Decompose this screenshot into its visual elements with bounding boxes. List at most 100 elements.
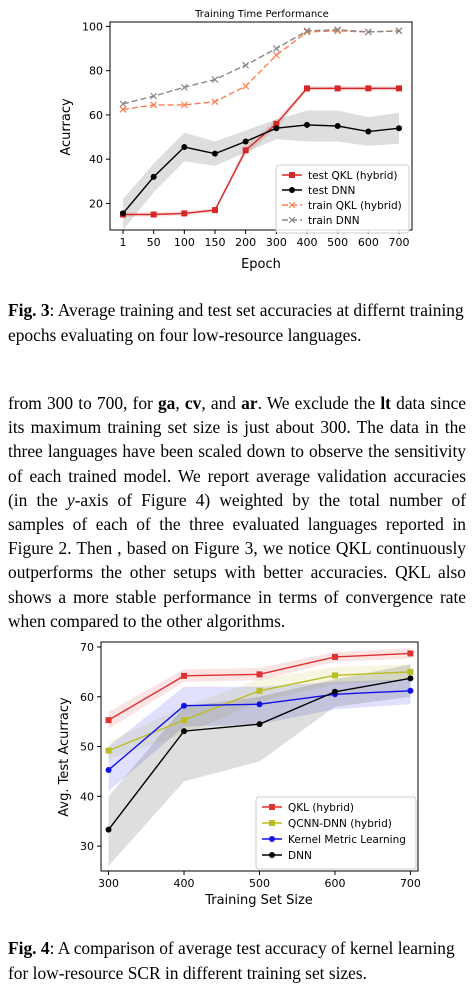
figure-4-caption-label: Fig. 4 [8, 938, 50, 958]
legend-marker [269, 836, 275, 842]
x-tick-label: 700 [389, 236, 410, 249]
y-axis-label: Avg. Test Acurracy [57, 697, 72, 817]
language-lt: lt [380, 393, 391, 413]
figure-3-caption: Fig. 3: Average training and test set ac… [8, 298, 468, 348]
y-tick-label: 40 [80, 790, 94, 803]
data-point [181, 728, 188, 735]
data-point [150, 101, 158, 109]
confidence-band [108, 664, 411, 867]
figure-4-caption-text: : A comparison of average test accuracy … [8, 938, 455, 983]
x-tick-label: 500 [249, 877, 270, 890]
data-point [365, 85, 372, 92]
data-point [150, 173, 157, 180]
legend-marker [289, 187, 295, 193]
data-point [119, 100, 127, 108]
data-point [303, 27, 311, 35]
series-line [122, 29, 400, 105]
body-text-segment: , and [201, 393, 242, 413]
data-point [303, 28, 311, 36]
body-text-segment: . We exclude the [257, 393, 381, 413]
data-point [242, 61, 250, 69]
series-line [122, 124, 400, 214]
x-tick-label: 300 [266, 236, 287, 249]
data-point [364, 28, 372, 36]
data-point [242, 82, 250, 90]
data-point [181, 144, 188, 151]
y-tick-label: 60 [80, 691, 94, 704]
data-point [334, 85, 341, 92]
data-point [242, 138, 249, 145]
data-point [212, 207, 218, 214]
body-text-segment: , [175, 393, 185, 413]
x-tick-label: 100 [174, 236, 195, 249]
y-tick-label: 40 [89, 153, 103, 166]
data-point [407, 668, 414, 675]
language-cv: cv [184, 393, 202, 413]
legend-label: QCNN-DNN (hybrid) [288, 818, 392, 830]
x-tick-label: 50 [147, 236, 161, 249]
x-tick-label: 400 [297, 236, 318, 249]
body-text-segment: data since its maximum training set size… [8, 393, 467, 510]
legend-marker [289, 172, 295, 178]
x-tick-label: 400 [174, 877, 195, 890]
legend-label: DNN [288, 850, 312, 862]
legend-marker [288, 201, 296, 209]
legend-label: test QKL (hybrid) [308, 170, 397, 182]
data-point [334, 123, 341, 129]
y-tick-label: 30 [80, 840, 94, 853]
data-point [105, 826, 112, 833]
x-tick-label: 600 [358, 236, 379, 249]
x-tick-label: 600 [324, 877, 345, 890]
y-tick-label: 80 [89, 65, 103, 78]
data-point [407, 687, 414, 694]
data-point [407, 650, 414, 657]
data-point [181, 717, 188, 724]
data-point [119, 105, 127, 113]
data-point [334, 27, 342, 35]
data-point [334, 26, 342, 34]
data-point [273, 125, 280, 132]
x-tick-label: 200 [235, 236, 256, 249]
x-axis-label: Training Set Size [204, 893, 313, 908]
data-point [256, 671, 263, 678]
data-point [256, 687, 263, 694]
body-paragraph: from 300 to 700, for ga, cv, and ar. We … [8, 391, 466, 633]
language-ar: ar [241, 393, 258, 413]
x-tick-label: 150 [205, 236, 226, 249]
figure-3-caption-text: : Average training and test set accuraci… [8, 300, 464, 345]
data-point [105, 747, 112, 754]
data-point [180, 101, 188, 109]
legend-label: train QKL (hybrid) [308, 200, 402, 212]
series-line [122, 30, 400, 111]
data-point [304, 121, 310, 128]
body-text-segment: from 300 to 700, for [8, 393, 158, 413]
data-point [407, 675, 414, 682]
legend-box [255, 796, 417, 870]
legend-marker [269, 820, 275, 826]
y-tick-label: 20 [89, 197, 103, 210]
data-point [365, 128, 372, 135]
data-point [256, 721, 263, 728]
legend-label: Kernel Metric Learning [288, 834, 406, 846]
data-point [211, 98, 219, 106]
legend-label: QKL (hybrid) [288, 802, 354, 814]
y-tick-label: 60 [89, 109, 103, 122]
confidence-band [123, 110, 399, 230]
data-point [396, 85, 402, 92]
data-point [211, 76, 219, 83]
y-tick-label: 70 [80, 641, 94, 654]
data-point [304, 85, 310, 92]
y-tick-label: 100 [82, 20, 103, 33]
data-point [272, 51, 280, 59]
legend-marker [288, 216, 296, 224]
body-text-segment: -axis of Figure 4) weighted by the total… [8, 489, 466, 631]
y-axis-label: Acurracy [59, 98, 74, 156]
confidence-band [108, 647, 411, 730]
y-tick-label: 50 [80, 741, 94, 754]
math-variable-y: y [66, 489, 75, 510]
legend-label: test DNN [308, 185, 355, 197]
data-point [331, 672, 338, 679]
x-tick-label: 500 [327, 236, 348, 249]
legend-marker [269, 852, 275, 858]
x-tick-label: 300 [98, 877, 119, 890]
